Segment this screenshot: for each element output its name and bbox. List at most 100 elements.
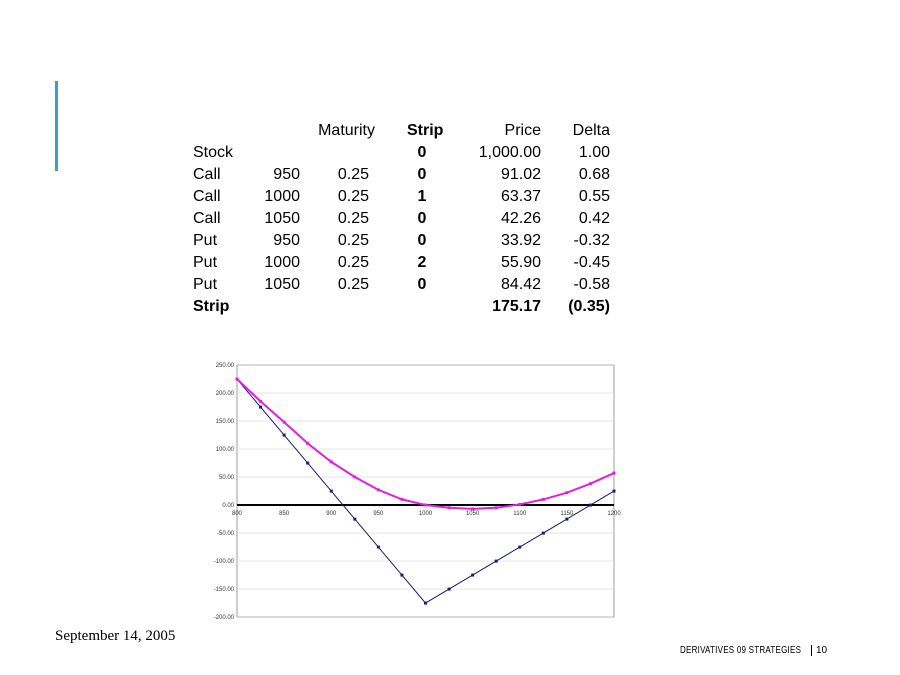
cell-strip: 0 [417, 276, 427, 293]
x-tick-label: 1150 [560, 511, 574, 517]
total-delta: (0.35) [568, 298, 610, 315]
series-0-point [565, 517, 569, 521]
header-strip: Strip [407, 122, 444, 139]
series-1-point [353, 475, 357, 479]
y-tick-label: 250.00 [216, 363, 235, 369]
accent-bar [55, 81, 58, 171]
cell-price: 55.90 [500, 254, 541, 271]
series-0-point [494, 559, 498, 563]
cell-delta: -0.32 [573, 232, 610, 249]
y-tick-label: -50.00 [217, 531, 235, 537]
y-tick-label: 200.00 [216, 391, 235, 397]
cell-k: 950 [273, 166, 300, 183]
x-tick-label: 1100 [513, 511, 527, 517]
cell-delta: 0.68 [578, 166, 610, 183]
series-0-point [471, 573, 475, 577]
series-0-point [400, 573, 404, 577]
cell-strip: 0 [417, 232, 427, 249]
series-1-point [494, 506, 498, 510]
series-1-point [400, 497, 404, 501]
x-tick-label: 1000 [419, 511, 433, 517]
footer-title: DERIVATIVES 09 STRATEGIES [680, 645, 802, 656]
cell-delta: 0.55 [578, 188, 610, 205]
series-1-point [447, 506, 451, 510]
series-1-point [306, 441, 310, 445]
series-0-point [612, 489, 616, 493]
cell-maturity: 0.25 [337, 232, 369, 249]
x-tick-label: 800 [232, 511, 243, 517]
cell-delta: 0.42 [578, 210, 610, 227]
cell-type: Call [193, 188, 221, 205]
series-line-0 [236, 378, 615, 604]
header-delta: Delta [572, 122, 610, 139]
cell-price: 1,000.00 [478, 144, 541, 161]
cell-price: 84.42 [500, 276, 541, 293]
cell-delta: -0.45 [573, 254, 610, 271]
cell-type: Stock [193, 144, 234, 161]
y-tick-label: -200.00 [214, 615, 235, 621]
cell-type: Call [193, 166, 221, 183]
series-1-point [282, 420, 286, 424]
series-0-point [447, 587, 451, 591]
x-tick-label: 850 [279, 511, 290, 517]
series-1-point [376, 488, 380, 492]
x-tick-label: 950 [373, 511, 384, 517]
cell-strip: 1 [417, 188, 427, 205]
series-0-point [259, 405, 263, 409]
x-tick-label: 1050 [466, 511, 480, 517]
page-number: 10 [811, 645, 827, 656]
cell-k: 1050 [264, 276, 300, 293]
series-1-point [588, 482, 592, 486]
cell-k: 1000 [264, 254, 300, 271]
y-tick-label: -100.00 [214, 559, 235, 565]
series-1-point [329, 460, 333, 464]
cell-strip: 0 [417, 144, 427, 161]
header-price: Price [504, 122, 541, 139]
cell-type: Put [193, 276, 218, 293]
cell-strip: 0 [417, 166, 427, 183]
cell-price: 63.37 [500, 188, 541, 205]
cell-maturity: 0.25 [337, 166, 369, 183]
cell-price: 91.02 [500, 166, 541, 183]
x-tick-label: 1200 [607, 511, 621, 517]
series-1-point [235, 377, 239, 381]
cell-k: 1050 [264, 210, 300, 227]
cell-strip: 0 [417, 210, 427, 227]
series-0-point [424, 601, 427, 605]
plot-area [236, 364, 615, 618]
cell-delta: 1.00 [578, 144, 610, 161]
series-0-point [282, 433, 286, 437]
y-tick-label: 150.00 [216, 419, 235, 425]
cell-maturity: 0.25 [337, 254, 369, 271]
series-0-point [588, 503, 592, 507]
x-tick-label: 900 [326, 511, 337, 517]
series-0-point [329, 489, 333, 493]
total-type: Strip [193, 298, 230, 315]
y-tick-label: 50.00 [219, 475, 235, 481]
cell-type: Call [193, 210, 221, 227]
series-line-1 [236, 378, 615, 510]
series-0-point [376, 545, 380, 549]
series-1-point [565, 491, 569, 495]
cell-k: 950 [273, 232, 300, 249]
y-tick-label: 100.00 [216, 447, 235, 453]
cell-price: 33.92 [500, 232, 541, 249]
series-1-point [424, 503, 427, 507]
header-maturity: Maturity [318, 122, 375, 139]
cell-k: 1000 [264, 188, 300, 205]
series-1-point [518, 502, 522, 506]
cell-maturity: 0.25 [337, 210, 369, 227]
y-tick-label: 0.00 [222, 503, 234, 509]
series-1-point [259, 399, 263, 403]
cell-price: 42.26 [500, 210, 541, 227]
cell-maturity: 0.25 [337, 188, 369, 205]
date: September 14, 2005 [55, 628, 176, 644]
series-0-point [541, 531, 545, 535]
cell-maturity: 0.25 [337, 276, 369, 293]
series-1-point [612, 471, 616, 475]
series-1-point [541, 497, 545, 501]
series-0-point [306, 461, 310, 465]
cell-delta: -0.58 [573, 276, 610, 293]
series-1-point [471, 507, 475, 511]
